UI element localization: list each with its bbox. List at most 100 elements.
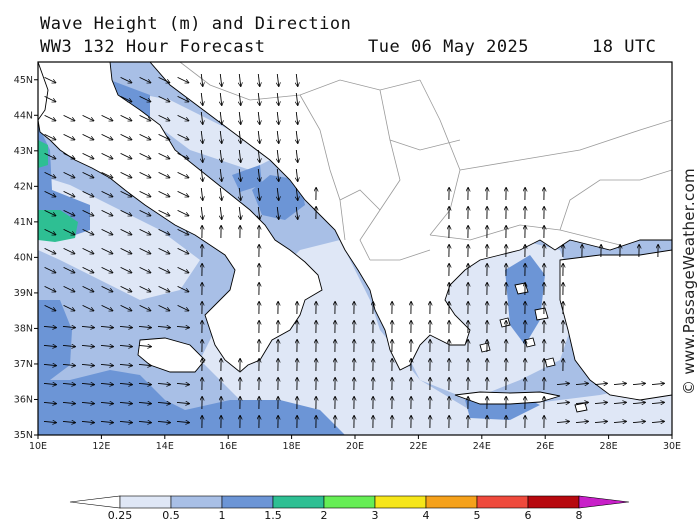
- longitude-axis: 10E 12E 14E 16E 18E 20E 22E 24E 26E 28E 30E: [29, 435, 681, 452]
- lon-tick-label: 10E: [29, 441, 47, 452]
- colorbar-swatch: [119, 495, 172, 509]
- wave-direction-arrow: [157, 402, 170, 403]
- wave-direction-arrow: [613, 383, 626, 384]
- lat-tick-label: 38N: [14, 323, 33, 334]
- wave-direction-arrow: [158, 247, 170, 253]
- wave-direction-arrow: [101, 190, 113, 196]
- wave-direction-arrow: [258, 206, 259, 219]
- wave-direction-arrow: [100, 345, 113, 346]
- wave-direction-arrow: [157, 383, 170, 384]
- wave-direction-arrow: [201, 187, 202, 200]
- wave-direction-arrow: [101, 247, 113, 253]
- wave-direction-arrow: [158, 285, 170, 291]
- wave-direction-arrow: [81, 326, 94, 327]
- wave-direction-arrow: [44, 209, 56, 215]
- wave-direction-arrow: [82, 266, 94, 272]
- wave-direction-arrow: [258, 187, 259, 200]
- wave-direction-arrow: [201, 149, 202, 162]
- wave-direction-arrow: [139, 114, 151, 120]
- colorbar-label: 3: [372, 509, 379, 522]
- colorbar-label: 2: [321, 509, 328, 522]
- chart-title: Wave Height (m) and Direction: [40, 14, 352, 34]
- wave-direction-arrow: [101, 266, 113, 272]
- wave-direction-arrow: [201, 92, 202, 105]
- wave-direction-arrow: [177, 209, 189, 215]
- wave-direction-arrow: [613, 402, 626, 403]
- wave-direction-arrow: [120, 247, 132, 253]
- wave-direction-arrow: [296, 149, 297, 162]
- wave-direction-arrow: [82, 228, 94, 234]
- wave-direction-arrow: [296, 111, 297, 124]
- wave-direction-arrow: [63, 114, 75, 120]
- lon-tick-label: 14E: [156, 441, 174, 452]
- colorbar-high-extension: [578, 495, 630, 509]
- wave-direction-arrow: [119, 402, 132, 403]
- wave-direction-arrow: [63, 228, 75, 234]
- wave-direction-arrow: [176, 402, 189, 403]
- wave-direction-arrow: [119, 345, 132, 346]
- wave-direction-arrow: [120, 304, 132, 310]
- lon-tick-label: 30E: [663, 441, 681, 452]
- lat-tick-label: 39N: [14, 288, 33, 299]
- wave-direction-arrow: [139, 304, 151, 310]
- wave-direction-arrow: [158, 171, 170, 177]
- wave-direction-arrow: [44, 133, 56, 139]
- lon-tick-label: 20E: [346, 441, 364, 452]
- wave-direction-arrow: [81, 364, 94, 365]
- wave-direction-arrow: [651, 402, 664, 403]
- wave-direction-arrow: [296, 168, 297, 181]
- colorbar-swatch: [170, 495, 223, 509]
- wave-direction-arrow: [177, 266, 189, 272]
- wave-direction-arrow: [258, 130, 259, 143]
- borders: [179, 62, 672, 261]
- wave-direction-arrow: [139, 152, 151, 158]
- wave-direction-arrow: [44, 76, 56, 82]
- lon-tick-label: 22E: [409, 441, 427, 452]
- wave-direction-arrow: [158, 190, 170, 196]
- wave-direction-arrow: [43, 421, 56, 422]
- wave-direction-arrow: [157, 326, 170, 327]
- wave-direction-arrow: [158, 95, 170, 101]
- wave-direction-arrow: [220, 111, 221, 124]
- forecast-time: 18 UTC: [592, 37, 657, 57]
- wave-direction-arrow: [220, 149, 221, 162]
- lon-tick-label: 28E: [600, 441, 618, 452]
- wave-direction-arrow: [100, 326, 113, 327]
- wave-direction-arrow: [82, 152, 94, 158]
- forecast-date: Tue 06 May 2025: [368, 37, 530, 57]
- wave-direction-arrow: [632, 383, 645, 384]
- wave-direction-arrow: [177, 114, 189, 120]
- wave-direction-arrow: [139, 190, 151, 196]
- wave-direction-arrow: [120, 133, 132, 139]
- colorbar-swatch: [374, 495, 427, 509]
- lon-tick-label: 16E: [219, 441, 237, 452]
- wave-direction-arrow: [63, 285, 75, 291]
- wave-direction-arrow: [220, 206, 221, 219]
- wave-direction-arrow: [119, 383, 132, 384]
- wave-direction-arrow: [82, 285, 94, 291]
- wave-direction-arrow: [82, 209, 94, 215]
- wave-direction-arrow: [44, 114, 56, 120]
- colorbar-swatch: [323, 495, 376, 509]
- wave-direction-arrow: [100, 383, 113, 384]
- wave-direction-arrow: [220, 187, 221, 200]
- wave-direction-arrow: [82, 304, 94, 310]
- wave-direction-arrow: [139, 266, 151, 272]
- colorbar-low-extension: [69, 495, 121, 509]
- wave-direction-arrow: [62, 364, 75, 365]
- wave-direction-arrow: [62, 383, 75, 384]
- colorbar-label: 4: [423, 509, 430, 522]
- wave-direction-arrow: [63, 266, 75, 272]
- wave-direction-arrow: [277, 168, 278, 181]
- wave-direction-arrow: [201, 206, 202, 219]
- wave-direction-arrow: [63, 171, 75, 177]
- colorbar-label: 8: [576, 509, 583, 522]
- lat-tick-label: 43N: [14, 146, 33, 157]
- wave-direction-arrow: [62, 421, 75, 422]
- wave-direction-arrow: [177, 190, 189, 196]
- wave-direction-arrow: [139, 285, 151, 291]
- wave-direction-arrow: [277, 73, 278, 86]
- wave-direction-arrow: [651, 383, 664, 384]
- colorbar-swatch: [221, 495, 274, 509]
- wave-direction-arrow: [44, 247, 56, 253]
